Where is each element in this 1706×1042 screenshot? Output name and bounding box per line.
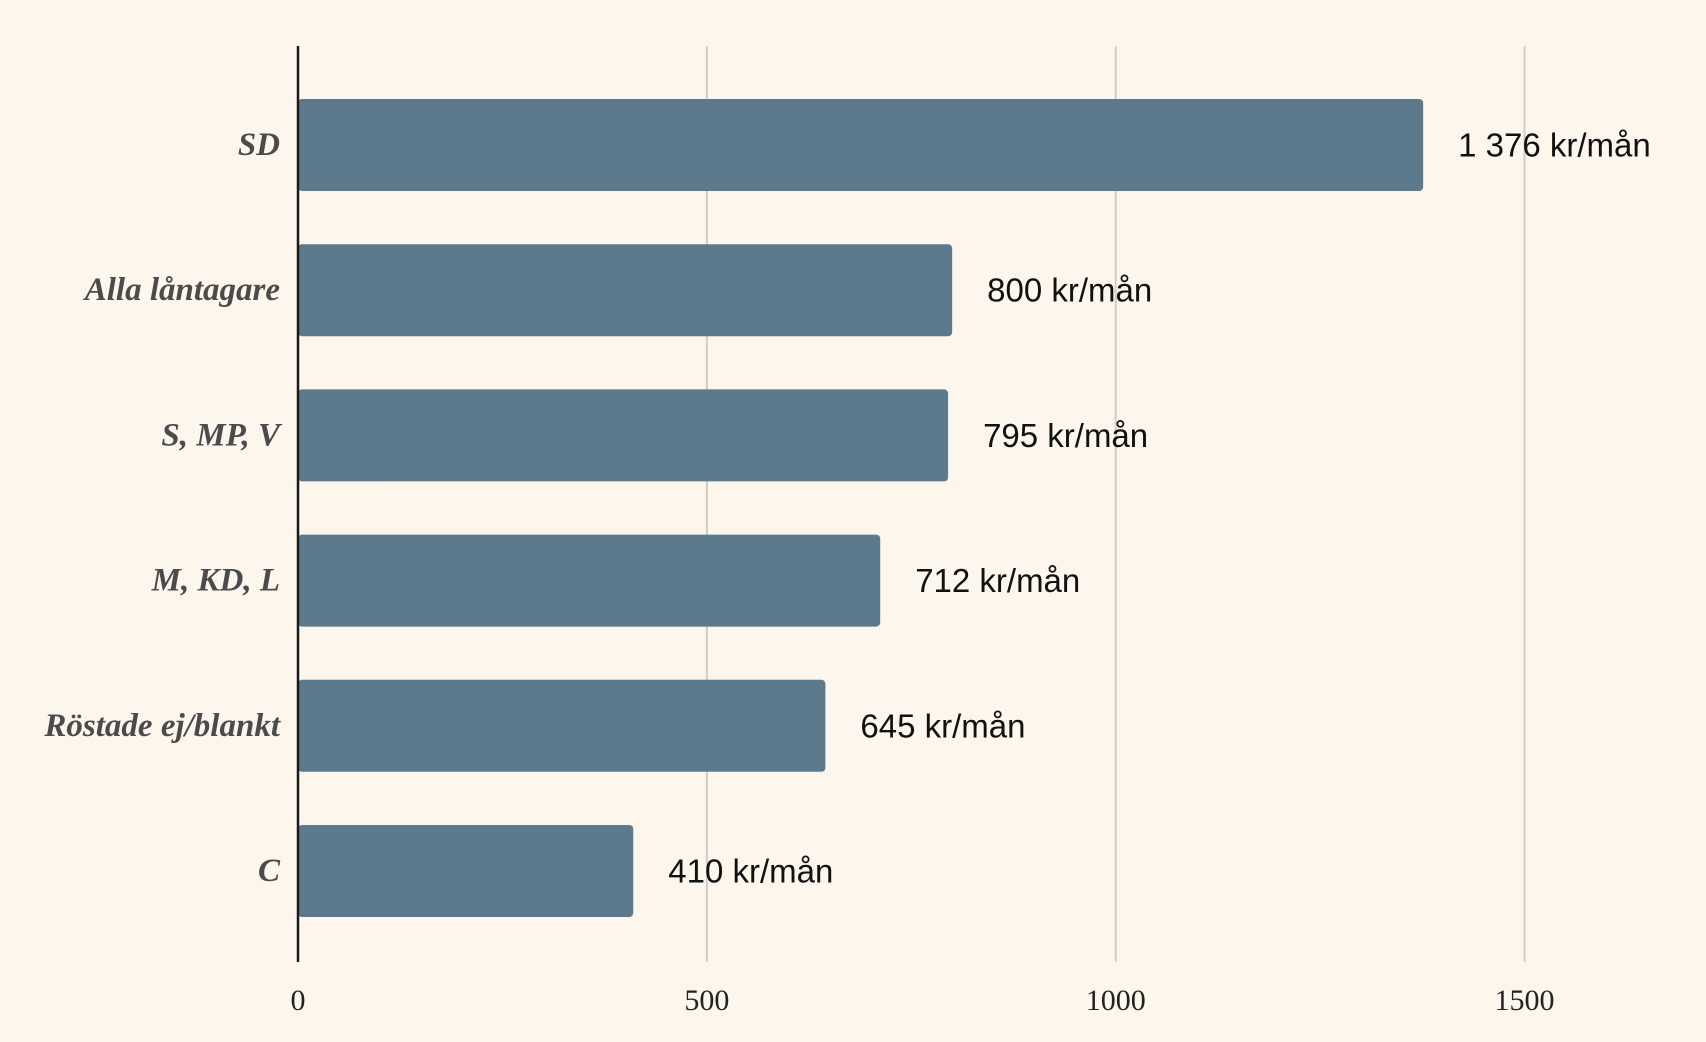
category-label: Röstade ej/blankt <box>43 708 280 744</box>
data-label: 1 376 kr/mån <box>1458 127 1651 164</box>
data-label: 795 kr/mån <box>983 417 1148 454</box>
data-label: 712 kr/mån <box>915 562 1080 599</box>
x-tick-label: 500 <box>684 984 729 1017</box>
data-label: 800 kr/mån <box>987 272 1152 309</box>
bar <box>298 534 881 627</box>
gridlines <box>705 46 1526 962</box>
category-label: Alla låntagare <box>83 272 280 308</box>
bars <box>298 99 1424 917</box>
data-label: 645 kr/mån <box>860 707 1025 744</box>
x-tick-labels: 0 500 1000 1500 <box>291 984 1555 1017</box>
bar <box>298 99 1424 191</box>
category-label: S, MP, V <box>161 417 283 453</box>
category-label: SD <box>238 127 280 163</box>
bar <box>298 244 953 337</box>
category-label: M, KD, L <box>151 563 280 599</box>
bar <box>298 679 826 772</box>
bar <box>298 389 949 482</box>
bar <box>298 825 634 917</box>
value-labels: 1 376 kr/mån 800 kr/mån 795 kr/mån 712 kr/m… <box>668 127 1651 890</box>
x-tick-label: 1500 <box>1495 984 1555 1017</box>
category-label: C <box>258 853 281 889</box>
category-labels: SD Alla låntagare S, MP, V M, KD, L Röstade … <box>43 127 283 889</box>
data-label: 410 kr/mån <box>668 853 833 890</box>
x-tick-label: 1000 <box>1086 984 1146 1017</box>
x-tick-label: 0 <box>291 984 306 1017</box>
